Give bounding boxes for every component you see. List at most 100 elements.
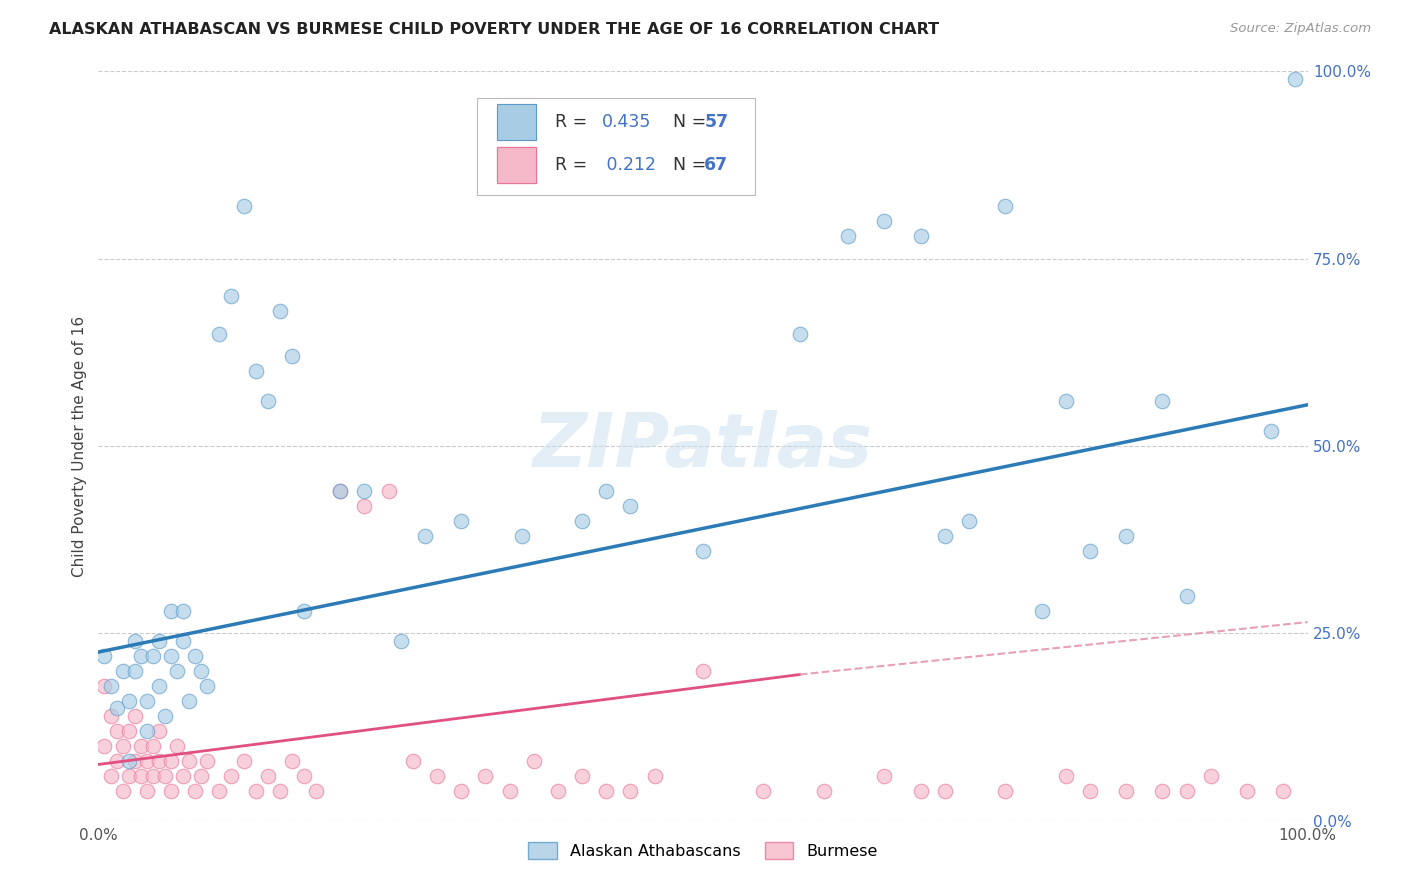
Point (1115, 529, 1137, 543)
Point (329, 483, 352, 498)
Point (135, 694, 157, 708)
Point (450, 783, 472, 797)
Point (135, 754, 157, 768)
Text: ZIPatlas: ZIPatlas (533, 409, 873, 483)
Point (1175, 783, 1198, 797)
Point (195, 679, 218, 693)
Text: R =: R = (555, 156, 593, 174)
Point (111, 783, 134, 797)
Point (498, 783, 520, 797)
Point (692, 544, 714, 558)
Point (160, 648, 183, 663)
Point (281, 349, 304, 363)
Bar (498, 147, 536, 183)
Point (644, 769, 666, 783)
Point (1054, 769, 1077, 783)
Point (153, 769, 176, 783)
Point (221, 289, 243, 303)
Point (426, 769, 449, 783)
Point (142, 739, 165, 753)
Point (232, 199, 254, 213)
Point (208, 783, 231, 797)
Point (105, 754, 128, 768)
Point (934, 529, 956, 543)
Point (111, 739, 134, 753)
Point (190, 664, 212, 678)
Point (118, 723, 141, 738)
Point (256, 769, 278, 783)
Point (172, 633, 194, 648)
Point (118, 694, 141, 708)
Point (166, 664, 188, 678)
Point (148, 723, 170, 738)
Point (1284, 71, 1306, 86)
Point (135, 723, 157, 738)
Point (389, 633, 412, 648)
Text: R =: R = (555, 113, 593, 131)
FancyBboxPatch shape (477, 97, 755, 195)
Point (1152, 783, 1174, 797)
Point (510, 529, 533, 543)
Point (93, 648, 115, 663)
Point (256, 394, 278, 409)
Point (129, 648, 152, 663)
Point (190, 769, 212, 783)
Point (1272, 783, 1295, 797)
Point (353, 499, 375, 513)
Point (523, 754, 546, 768)
Point (994, 783, 1017, 797)
Point (148, 754, 170, 768)
Point (571, 769, 593, 783)
Point (179, 694, 201, 708)
Point (595, 483, 617, 498)
Point (595, 783, 617, 797)
Point (1078, 544, 1101, 558)
Text: 0.212: 0.212 (602, 156, 657, 174)
Point (619, 783, 641, 797)
Point (184, 783, 207, 797)
Point (245, 783, 267, 797)
Point (179, 754, 201, 768)
Point (232, 754, 254, 768)
Point (166, 739, 188, 753)
Legend: Alaskan Athabascans, Burmese: Alaskan Athabascans, Burmese (522, 836, 884, 865)
Point (692, 664, 714, 678)
Point (292, 604, 315, 618)
Point (195, 754, 218, 768)
Point (129, 739, 152, 753)
Point (450, 514, 472, 528)
Point (910, 783, 932, 797)
Point (148, 679, 170, 693)
Point (813, 783, 835, 797)
Point (1199, 769, 1222, 783)
Point (124, 754, 146, 768)
Point (305, 783, 328, 797)
Text: 67: 67 (704, 156, 728, 174)
Point (160, 604, 183, 618)
Bar (498, 147, 536, 183)
Point (1031, 604, 1053, 618)
Text: Source: ZipAtlas.com: Source: ZipAtlas.com (1230, 22, 1371, 36)
Point (571, 514, 593, 528)
Point (1175, 589, 1198, 603)
Point (135, 783, 157, 797)
Point (142, 648, 165, 663)
Point (547, 783, 569, 797)
Point (1236, 783, 1258, 797)
Point (910, 229, 932, 244)
Point (873, 769, 896, 783)
Point (281, 754, 304, 768)
Bar (498, 104, 536, 140)
Point (269, 304, 291, 318)
Point (329, 483, 352, 498)
Point (184, 648, 207, 663)
Point (221, 769, 243, 783)
Bar (498, 104, 536, 140)
Point (100, 708, 122, 723)
Point (1078, 783, 1101, 797)
Point (269, 783, 291, 797)
Point (118, 769, 141, 783)
Text: 57: 57 (704, 113, 728, 131)
Point (172, 604, 194, 618)
Point (752, 783, 775, 797)
